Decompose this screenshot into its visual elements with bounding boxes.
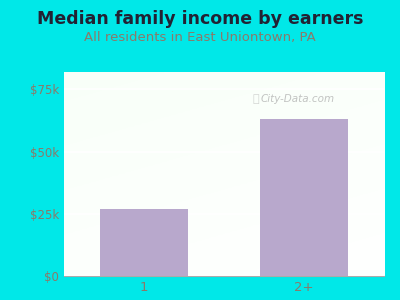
Text: All residents in East Uniontown, PA: All residents in East Uniontown, PA [84, 32, 316, 44]
Text: 🔍: 🔍 [253, 94, 259, 103]
Bar [260, 119, 348, 276]
Text: Median family income by earners: Median family income by earners [37, 11, 363, 28]
Text: City-Data.com: City-Data.com [260, 94, 335, 103]
Bar [100, 209, 188, 276]
